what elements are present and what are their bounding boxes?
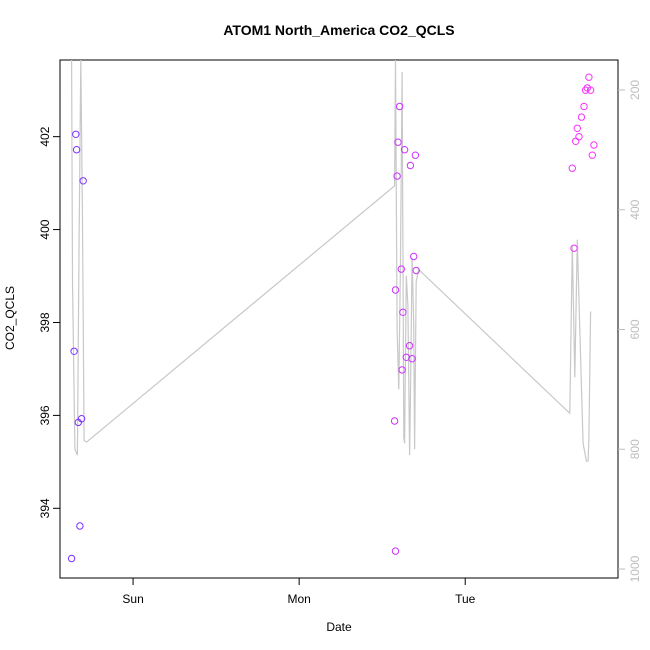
x-tick-label: Mon (287, 592, 310, 606)
data-point (395, 102, 404, 111)
y-axis-label: CO2_QCLS (3, 286, 17, 350)
y-right-tick-label: 800 (628, 439, 642, 459)
data-point (400, 146, 409, 154)
data-point (573, 124, 581, 133)
data-point (581, 86, 590, 94)
data-point (405, 342, 414, 350)
plot-layer: 394 396 398 400 402 200 400 600 800 1000 Sun Mon Tue (38, 59, 642, 606)
data-point (572, 137, 580, 146)
data-point (406, 161, 415, 170)
data-point (399, 308, 407, 316)
chart-title: ATOM1 North_America CO2_QCLS (223, 22, 454, 38)
data-point (568, 164, 576, 172)
data-point (398, 366, 406, 374)
y-tick-label: 394 (38, 498, 52, 518)
data-point (410, 252, 418, 261)
data-point (590, 141, 598, 149)
y-tick-label: 400 (38, 219, 52, 239)
data-point (391, 286, 400, 294)
data-point (394, 138, 402, 146)
data-point (408, 355, 416, 363)
data-point (397, 265, 405, 273)
data-point (411, 151, 420, 159)
x-tick-label: Tue (455, 592, 476, 606)
y-right-tick-label: 1000 (628, 555, 642, 582)
secondary-series-line (71, 59, 592, 462)
data-point (72, 146, 81, 154)
data-point (76, 522, 84, 530)
data-point (580, 102, 588, 111)
data-point (70, 347, 78, 355)
y-tick-label: 396 (38, 405, 52, 425)
x-tick-label: Sun (122, 592, 143, 606)
y-right-tick-label: 200 (628, 80, 642, 100)
data-point (585, 73, 593, 81)
data-point (393, 172, 401, 180)
plot-frame (59, 59, 619, 579)
x-axis-label: Date (326, 620, 352, 634)
data-point (575, 133, 583, 141)
data-point (570, 244, 578, 252)
data-point (79, 177, 87, 185)
data-point (390, 417, 399, 425)
data-point (391, 547, 400, 555)
data-point (77, 415, 86, 423)
data-point (586, 86, 595, 94)
y-tick-label: 398 (38, 312, 52, 332)
y-right-tick-label: 400 (628, 199, 642, 219)
data-point (412, 266, 420, 275)
data-point (588, 151, 596, 159)
data-point (577, 113, 586, 121)
data-point (67, 554, 76, 563)
y-tick-label: 402 (38, 126, 52, 146)
data-point (72, 130, 80, 139)
y-right-tick-label: 600 (628, 319, 642, 339)
